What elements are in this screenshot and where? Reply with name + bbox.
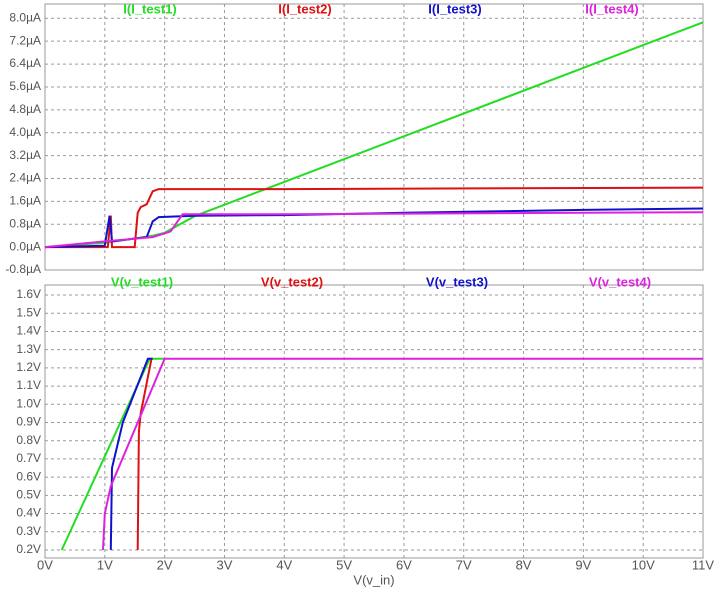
x-tick-label: 3V	[217, 557, 233, 572]
legend-entry: I(I_test1)	[123, 1, 176, 16]
y-tick-label: 0.2V	[16, 542, 41, 556]
y-tick-label: 0.6V	[16, 469, 41, 483]
series-line	[60, 357, 165, 551]
y-tick-label: 1.5V	[16, 305, 41, 319]
y-tick-label: 0.9V	[16, 415, 41, 429]
y-tick-label: 6.4µA	[9, 56, 41, 70]
legend-entry: V(v_test2)	[261, 274, 323, 289]
y-tick-label: 0.8V	[16, 433, 41, 447]
legend-entry: V(v_test1)	[111, 274, 173, 289]
plot-frame	[44, 3, 704, 271]
x-tick-label: 8V	[516, 557, 532, 572]
x-tick-label: 4V	[276, 557, 292, 572]
x-tick-label: 11V	[692, 557, 714, 572]
y-tick-label: 0.4V	[16, 506, 41, 520]
legend-entry: V(v_test3)	[426, 274, 488, 289]
x-axis-label: V(v_in)	[353, 572, 394, 587]
series-line	[136, 358, 153, 551]
series-line	[109, 357, 153, 551]
legend-entry: I(I_test2)	[278, 1, 331, 16]
y-tick-label: 1.1V	[16, 378, 41, 392]
y-tick-label: 8.0µA	[9, 10, 41, 24]
y-tick-label: 1.4V	[16, 324, 41, 338]
y-tick-label: 4.0µA	[9, 125, 41, 139]
y-tick-label: 7.2µA	[9, 33, 41, 47]
y-tick-label: 1.0V	[16, 396, 41, 410]
legend-entry: I(I_test3)	[428, 1, 481, 16]
x-tick-label: 5V	[336, 557, 352, 572]
series-line	[44, 211, 704, 249]
x-tick-label: 1V	[97, 557, 113, 572]
x-tick-label: 9V	[575, 557, 591, 572]
y-tick-label: 0.7V	[16, 451, 41, 465]
legend-entry: V(v_test4)	[589, 274, 651, 289]
x-tick-label: 7V	[456, 557, 472, 572]
y-tick-label: 2.4µA	[9, 171, 41, 185]
y-tick-label: 3.2µA	[9, 148, 41, 162]
y-tick-label: 4.8µA	[9, 102, 41, 116]
legend-entry: I(I_test4)	[585, 1, 638, 16]
plot-frame	[44, 284, 704, 559]
y-tick-label: 0.0µA	[9, 239, 41, 253]
series-line	[44, 207, 704, 249]
y-tick-label: 0.8µA	[9, 216, 41, 230]
y-tick-label: 0.3V	[16, 524, 41, 538]
y-tick-label: 0.5V	[16, 488, 41, 502]
x-tick-label: 6V	[396, 557, 412, 572]
y-tick-label: 5.6µA	[9, 79, 41, 93]
y-tick-label: 1.6µA	[9, 194, 41, 208]
y-tick-label: 1.6V	[16, 287, 41, 301]
y-tick-label: -0.8µA	[5, 262, 41, 276]
x-tick-label: 10V	[632, 557, 655, 572]
series-line	[102, 357, 703, 551]
y-tick-label: 1.2V	[16, 360, 41, 374]
x-tick-label: 2V	[157, 557, 173, 572]
x-tick-label: 0V	[37, 557, 53, 572]
y-tick-label: 1.3V	[16, 342, 41, 356]
